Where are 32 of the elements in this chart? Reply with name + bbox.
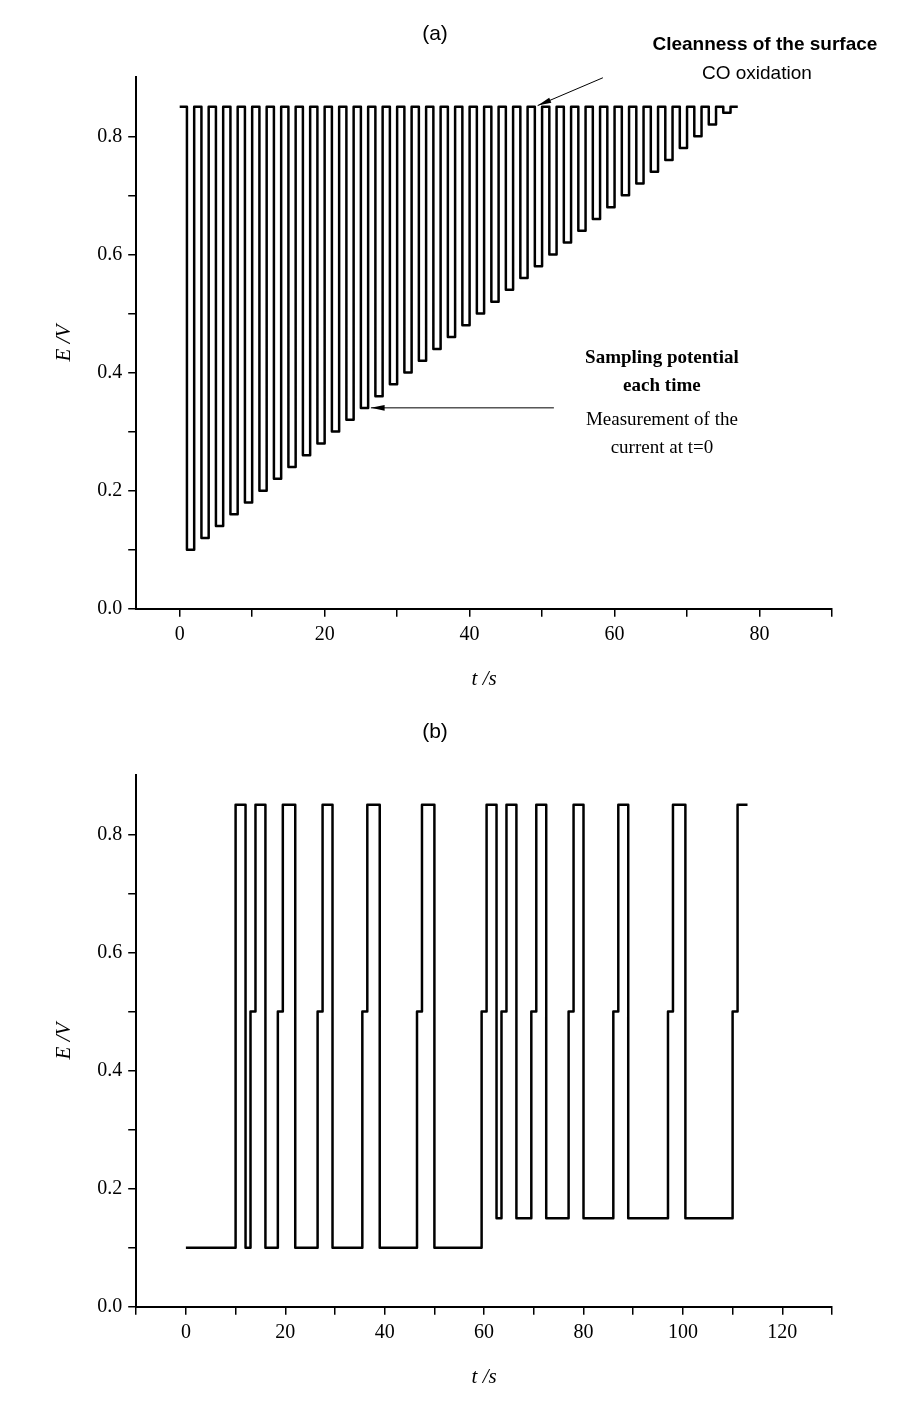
x-tick-label: 20 xyxy=(314,622,335,645)
chart-title: (a) xyxy=(422,21,448,45)
x-tick-label: 100 xyxy=(667,1320,698,1343)
annotation: Sampling potential each time xyxy=(585,345,739,395)
x-tick-label: 120 xyxy=(767,1320,798,1343)
y-axis-title: E /V xyxy=(51,322,76,363)
x-axis-title: t /s xyxy=(471,665,497,690)
y-tick-label: 0.0 xyxy=(97,596,123,619)
x-tick-label: 80 xyxy=(749,622,770,645)
x-tick-label: 60 xyxy=(604,622,625,645)
y-tick-label: 0.6 xyxy=(97,241,123,264)
annotation: Measurement of the current at t=0 xyxy=(585,407,738,457)
y-tick-label: 0.4 xyxy=(97,359,123,382)
x-tick-label: 0 xyxy=(180,1320,191,1343)
y-tick-label: 0.8 xyxy=(97,123,123,146)
x-tick-label: 40 xyxy=(459,622,480,645)
y-tick-label: 0.8 xyxy=(97,821,123,844)
text: Cleanness of the surface xyxy=(652,32,878,54)
x-tick-label: 0 xyxy=(174,622,185,645)
y-axis-title: E /V xyxy=(51,1020,76,1061)
y-tick-label: 0.4 xyxy=(97,1057,123,1080)
y-tick-label: 0.6 xyxy=(97,939,123,962)
annotation: CO oxidation xyxy=(701,61,812,83)
x-axis-title: t /s xyxy=(471,1363,497,1388)
y-tick-label: 0.2 xyxy=(97,1175,123,1198)
y-tick-label: 0.0 xyxy=(97,1294,123,1317)
chart-title: (b) xyxy=(422,719,448,743)
x-tick-label: 60 xyxy=(474,1320,495,1343)
y-tick-label: 0.2 xyxy=(97,477,123,500)
x-tick-label: 80 xyxy=(573,1320,594,1343)
x-tick-label: 40 xyxy=(374,1320,395,1343)
x-tick-label: 20 xyxy=(275,1320,296,1343)
